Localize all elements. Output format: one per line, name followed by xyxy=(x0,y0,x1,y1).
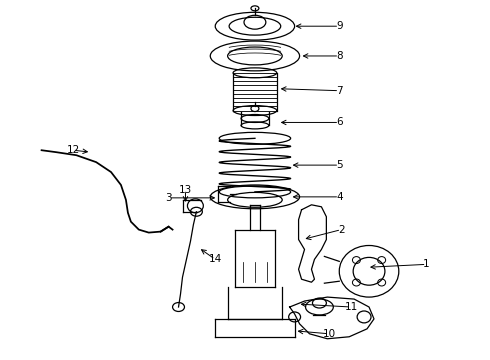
Text: 11: 11 xyxy=(344,302,358,312)
Text: 14: 14 xyxy=(209,255,222,264)
Text: 2: 2 xyxy=(338,225,344,235)
Text: 12: 12 xyxy=(67,145,80,155)
Text: 1: 1 xyxy=(423,259,430,269)
Text: 13: 13 xyxy=(179,185,192,195)
Text: 10: 10 xyxy=(323,329,336,339)
Text: 8: 8 xyxy=(336,51,343,61)
Text: 5: 5 xyxy=(336,160,343,170)
Text: 3: 3 xyxy=(165,193,172,203)
Text: 4: 4 xyxy=(336,192,343,202)
Text: 6: 6 xyxy=(336,117,343,127)
Text: 9: 9 xyxy=(336,21,343,31)
Text: 7: 7 xyxy=(336,86,343,96)
